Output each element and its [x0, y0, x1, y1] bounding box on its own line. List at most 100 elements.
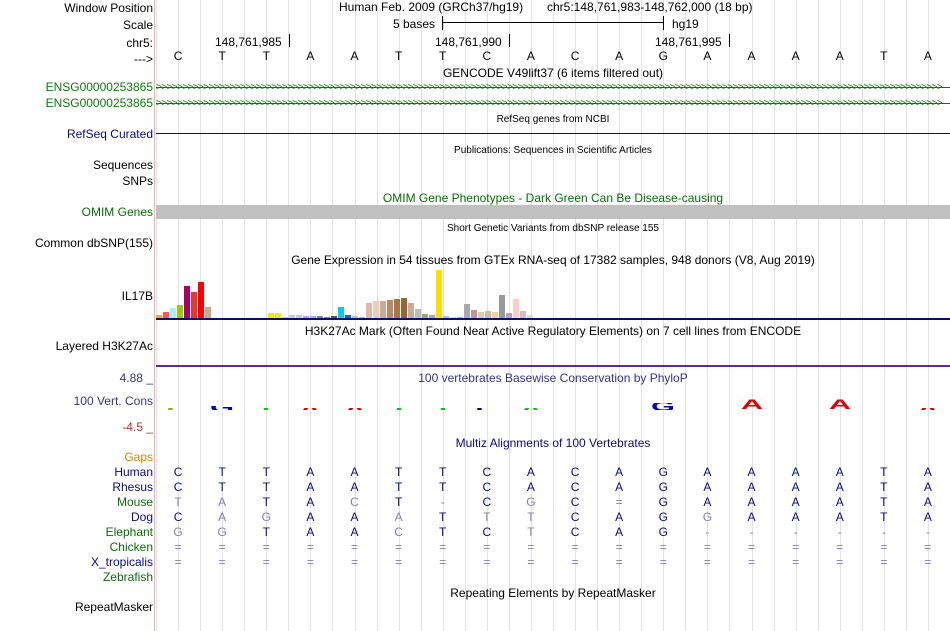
species-label[interactable]: Rhesus [112, 480, 153, 494]
gtex-tissue-bar[interactable] [317, 316, 323, 318]
species-label[interactable]: Mouse [116, 495, 153, 509]
alignment-base: = [836, 555, 844, 569]
pubs-track-label[interactable]: Sequences [92, 158, 153, 172]
gtex-tissue-bar[interactable] [373, 301, 379, 318]
refseq-feature-line[interactable] [156, 133, 950, 134]
alignment-base: - [925, 525, 930, 539]
gtex-tissue-bar[interactable] [268, 313, 274, 318]
alignment-base: = [615, 495, 623, 509]
alignment-base: A [791, 510, 800, 524]
omim-track-label[interactable]: OMIM Genes [81, 205, 153, 219]
gtex-tissue-bar[interactable] [184, 286, 190, 318]
gtex-tissue-bar[interactable] [506, 313, 512, 318]
gtex-tissue-bar[interactable] [310, 316, 316, 318]
gtex-tissue-bar[interactable] [513, 299, 519, 318]
gtex-tissue-bar[interactable] [443, 316, 449, 318]
gtex-tissue-bar[interactable] [303, 316, 309, 318]
dbsnp-track-title[interactable]: Short Genetic Variants from dbSNP releas… [447, 223, 659, 234]
gtex-tissue-bar[interactable] [282, 317, 288, 318]
species-label[interactable]: X_tropicalis [90, 555, 153, 569]
alignment-base: A [306, 465, 315, 479]
position-readout[interactable]: chr5:148,761,983-148,762,000 (18 bp) [547, 0, 753, 14]
gtex-tissue-bar[interactable] [464, 304, 470, 318]
gtex-tissue-bar[interactable] [324, 317, 330, 318]
gtex-tissue-bar[interactable] [422, 314, 428, 318]
gtex-track-title[interactable]: Gene Expression in 54 tissues from GTEx … [291, 253, 815, 267]
gtex-tissue-bar[interactable] [205, 307, 211, 318]
gtex-tissue-bar[interactable] [338, 307, 344, 318]
gtex-tissue-bar[interactable] [163, 312, 169, 318]
cons-track-title[interactable]: 100 vertebrates Basewise Conservation by… [418, 371, 688, 385]
grid-line [288, 0, 289, 631]
coordinate-label: 148,761,990 [435, 35, 502, 49]
gtex-tissue-bar[interactable] [359, 317, 365, 318]
snps-track-label[interactable]: SNPs [122, 174, 153, 188]
gtex-tissue-bar[interactable] [499, 295, 505, 318]
h3k27ac-track-label[interactable]: Layered H3K27Ac [55, 339, 153, 353]
alignment-base: = [571, 555, 579, 569]
species-label[interactable]: Chicken [109, 540, 153, 554]
alignment-base: A [791, 495, 800, 509]
cons-base-logo: G [626, 403, 701, 410]
omim-feature-bar[interactable] [156, 205, 950, 219]
gtex-tissue-bar[interactable] [394, 299, 400, 318]
gtex-tissue-bar[interactable] [156, 315, 162, 318]
omim-track-title[interactable]: OMIM Gene Phenotypes - Dark Green Can Be… [382, 191, 724, 205]
gencode-item-label[interactable]: ENSG00000253865 [45, 80, 153, 94]
alignment-base: A [835, 510, 844, 524]
species-label[interactable]: Human [114, 465, 153, 479]
gtex-tissue-bar[interactable] [401, 298, 407, 318]
grid-line [796, 0, 797, 631]
gencode-item-feature[interactable]: >>>>>>>>>>>>>>>>>>>>>>>>>>>>>>>>>>>>>>>>… [156, 83, 943, 93]
gencode-item-feature[interactable]: >>>>>>>>>>>>>>>>>>>>>>>>>>>>>>>>>>>>>>>>… [156, 99, 943, 109]
gtex-tissue-bar[interactable] [485, 311, 491, 318]
gtex-tissue-bar[interactable] [429, 315, 435, 318]
refseq-track-title[interactable]: RefSeq genes from NCBI [496, 114, 610, 125]
gtex-tissue-bar[interactable] [170, 308, 176, 318]
refseq-track-label[interactable]: RefSeq Curated [66, 127, 153, 141]
grid-line [729, 0, 730, 631]
gtex-tissue-bar[interactable] [408, 303, 414, 318]
gtex-tissue-bar[interactable] [415, 309, 421, 318]
cons-track-label[interactable]: 100 Vert. Cons [73, 394, 153, 408]
gtex-tissue-bar[interactable] [527, 315, 533, 318]
gtex-tissue-bar[interactable] [387, 300, 393, 318]
gtex-tissue-bar[interactable] [352, 316, 358, 318]
alignment-base: A [703, 495, 712, 509]
alignment-base: G [526, 495, 536, 509]
h3k27ac-signal[interactable] [156, 365, 950, 367]
gtex-tissue-bar[interactable] [191, 292, 197, 318]
repeat-track-label[interactable]: RepeatMasker [74, 600, 153, 614]
alignment-base: C [173, 465, 183, 479]
gtex-tissue-bar[interactable] [198, 282, 204, 318]
gtex-tissue-bar[interactable] [471, 310, 477, 318]
dbsnp-track-label[interactable]: Common dbSNP(155) [34, 236, 153, 250]
gtex-tissue-bar[interactable] [457, 317, 463, 318]
gtex-tissue-bar[interactable] [296, 315, 302, 318]
species-label[interactable]: Dog [130, 510, 153, 524]
gtex-tissue-bar[interactable] [380, 301, 386, 318]
gencode-track-title[interactable]: GENCODE V49lift37 (6 items filtered out) [442, 66, 664, 80]
gtex-tissue-bar[interactable] [331, 316, 337, 318]
gtex-tissue-bar[interactable] [345, 315, 351, 318]
pubs-track-title[interactable]: Publications: Sequences in Scientific Ar… [454, 145, 652, 156]
h3k27ac-track-title[interactable]: H3K27Ac Mark (Often Found Near Active Re… [304, 324, 802, 338]
alignment-base: = [439, 540, 447, 554]
gtex-tissue-bar[interactable] [275, 313, 281, 318]
gtex-tissue-bar[interactable] [366, 303, 372, 318]
multiz-track-title[interactable]: Multiz Alignments of 100 Vertebrates [455, 436, 651, 450]
species-label[interactable]: Elephant [105, 525, 153, 539]
gtex-gene-label[interactable]: IL17B [121, 289, 153, 303]
repeat-track-title[interactable]: Repeating Elements by RepeatMasker [450, 586, 656, 600]
species-label[interactable]: Zebrafish [102, 570, 153, 584]
gtex-tissue-bar[interactable] [450, 317, 456, 318]
alignment-base: A [306, 525, 315, 539]
gtex-tissue-bar[interactable] [520, 311, 526, 318]
gtex-tissue-bar[interactable] [492, 312, 498, 318]
gtex-tissue-bar[interactable] [289, 315, 295, 318]
gtex-tissue-bar[interactable] [436, 270, 442, 318]
grid-line [553, 0, 554, 631]
gtex-tissue-bar[interactable] [478, 312, 484, 318]
gtex-tissue-bar[interactable] [177, 305, 183, 318]
gencode-item-label[interactable]: ENSG00000253865 [45, 96, 153, 110]
